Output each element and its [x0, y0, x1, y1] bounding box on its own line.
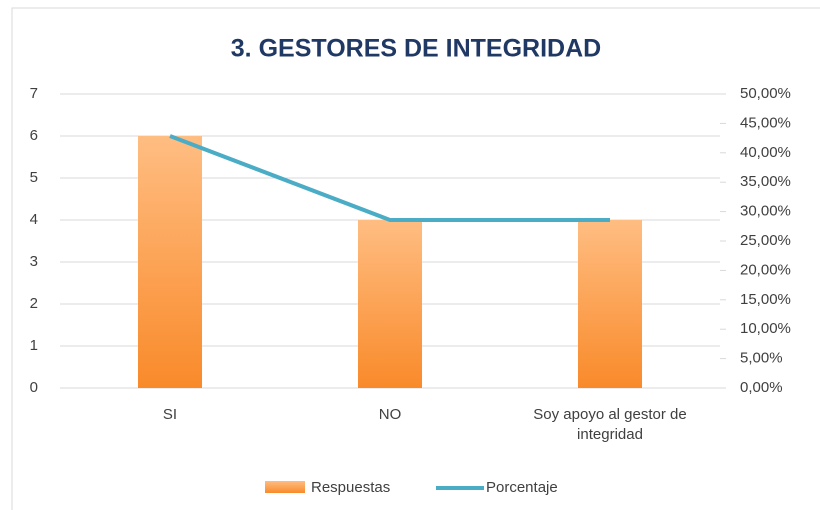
y2-tick-label: 25,00%: [740, 232, 791, 249]
bar: [358, 220, 422, 388]
bar: [578, 220, 642, 388]
x-tick-label: NO: [378, 406, 402, 423]
bar: [138, 136, 202, 388]
chart-title: 3. GESTORES DE INTEGRIDAD: [231, 35, 601, 63]
y-tick-label: 5: [30, 169, 38, 186]
x-tick-label: Soy apoyo al gestor de integridad: [533, 406, 687, 443]
y-tick-label: 1: [30, 337, 38, 354]
legend-swatch: [265, 481, 305, 493]
line: [169, 134, 610, 223]
y2-tick-label: 30,00%: [740, 203, 791, 220]
y2-tick-label: 50,00%: [740, 85, 791, 102]
legend-label: Respuestas: [311, 479, 390, 496]
y-tick-label: 7: [30, 85, 38, 102]
y2-tick-label: 0,00%: [740, 379, 783, 396]
y-tick-label: 2: [30, 295, 38, 312]
legend-label: Porcentaje: [486, 479, 558, 496]
y2-tick-label: 5,00%: [740, 350, 783, 367]
y-tick-label: 6: [30, 127, 38, 144]
y2-tick-label: 15,00%: [740, 291, 791, 308]
y-tick-label: 3: [30, 253, 38, 270]
y2-tick-label: 40,00%: [740, 144, 791, 161]
y2-tick-label: 10,00%: [740, 320, 791, 337]
y2-tick-label: 35,00%: [740, 173, 791, 190]
x-tick-label: SI: [162, 406, 178, 423]
y2-tick-label: 45,00%: [740, 114, 791, 131]
y2-tick-label: 20,00%: [740, 261, 791, 278]
chart-border: [11, 7, 820, 510]
y-tick-label: 0: [30, 379, 38, 396]
y-tick-label: 4: [30, 211, 38, 228]
